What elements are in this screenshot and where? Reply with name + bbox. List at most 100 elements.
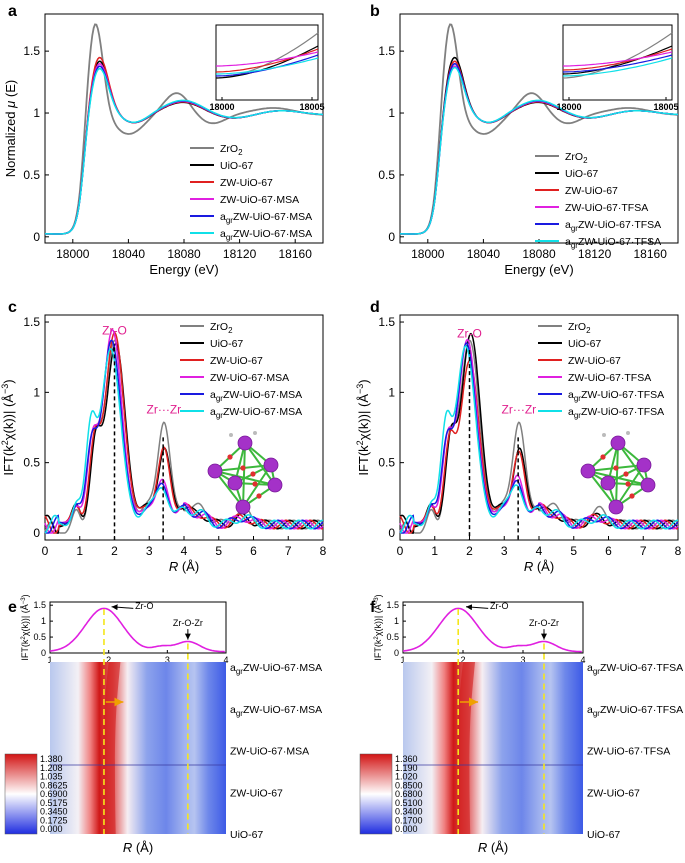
x-tick-label: 7: [640, 544, 647, 558]
y-axis-label: IFT(k2χ(k))| (Å−3): [373, 594, 383, 660]
y-tick-label: 1.5: [378, 315, 395, 329]
inset-series-line: [562, 45, 673, 75]
x-tick-label: 1: [431, 544, 438, 558]
annotation-arrow: [465, 604, 489, 611]
colorbar-label: 0.000: [395, 824, 418, 834]
legend-label: ZW-UiO-67: [230, 787, 283, 799]
colorbar-label: 0.1725: [40, 815, 68, 825]
series-line: [44, 348, 324, 534]
zr-atom: [608, 499, 624, 515]
panel-b: 18000 18040 18080 18120 18160 0 0.5 1 1.5 Energy …: [370, 3, 679, 277]
peak-annotation: Zr-O: [457, 327, 482, 341]
series-line: [399, 66, 679, 235]
oxygen-atom: [250, 471, 256, 477]
cluster-bond: [242, 464, 272, 508]
legend-label: agrZW-UiO-67·TFSA: [565, 219, 661, 233]
y-tick-label: 1: [33, 106, 40, 120]
peak-annotation: Zr-O: [102, 324, 127, 338]
legend-label: ZrO2: [568, 321, 591, 335]
colorbar-label: 0.3400: [395, 807, 423, 817]
panel-label: a: [8, 3, 17, 20]
hydrogen-atom: [626, 431, 630, 435]
legend-label: ZW-UiO-67: [210, 355, 263, 367]
zr-atom: [263, 457, 279, 473]
panel-a: 18000 18040 18080 18120 18160 0 0.5 1 1.5 Energy …: [3, 3, 325, 277]
oxygen-atom: [613, 465, 619, 471]
y-tick-label: 0: [394, 648, 399, 658]
legend-label: agrZW-UiO-67·TFSA: [565, 236, 661, 250]
cluster-bond: [214, 470, 244, 508]
x-tick-label: 18160: [279, 247, 313, 261]
x-axis-label: R (Å): [169, 559, 199, 574]
legend-label: agrZW-UiO-67·TFSA: [587, 704, 683, 718]
x-tick-label: 5: [570, 544, 577, 558]
legend-label: ZW-UiO-67·MSA: [230, 746, 309, 758]
x-tick-label: 3: [146, 544, 153, 558]
colorbar-label: 1.035: [40, 772, 63, 782]
legend-label: agrZW-UiO-67·MSA: [210, 406, 302, 420]
x-tick-label: 8: [320, 544, 327, 558]
legend-label: agrZW-UiO-67·MSA: [220, 211, 312, 225]
legend-label: ZW-UiO-67: [587, 787, 640, 799]
colorbar-label: 0.8625: [40, 780, 68, 790]
x-tick-label: 0: [42, 544, 49, 558]
series-line: [44, 23, 323, 235]
x-tick-label: 4: [223, 655, 228, 665]
colorbar-label: 1.360: [395, 754, 418, 764]
cluster-bond: [615, 442, 619, 508]
zr-atom: [600, 475, 616, 491]
y-tick-label: 1.5: [23, 315, 40, 329]
y-tick-label: 1.5: [378, 44, 395, 58]
y-tick-label: 0: [33, 526, 40, 540]
y-tick-label: 0: [33, 230, 40, 244]
x-tick-label: 7: [285, 544, 292, 558]
legend-label: agrZW-UiO-67·TFSA: [587, 662, 683, 676]
series-line: [44, 342, 324, 534]
inset-tick-label: 18000: [209, 102, 234, 112]
zr-atom: [237, 435, 253, 451]
y-axis-label: IFT(k2χ(k))| (Å−3): [20, 594, 30, 660]
colorbar-label: 1.020: [395, 772, 418, 782]
y-tick-label: 1: [388, 385, 395, 399]
colorbar-label: 0.6900: [40, 789, 68, 799]
colorbar: [4, 753, 38, 835]
peak-annotation: Zr···Zr: [147, 402, 182, 416]
y-tick-label: 0.5: [378, 456, 395, 470]
heatmap-body: [50, 662, 226, 834]
x-axis-label: R (Å): [524, 559, 554, 574]
x-tick-label: 6: [605, 544, 612, 558]
panel-label: e: [8, 599, 17, 616]
x-tick-label: 18080: [167, 247, 201, 261]
zr-atom: [636, 457, 652, 473]
colorbar-label: 0.8500: [395, 780, 423, 790]
inset-tick-label: 18005: [299, 102, 324, 112]
inset-series-line: [216, 57, 319, 75]
y-tick-label: 0: [388, 230, 395, 244]
legend-label: UiO-67: [565, 168, 598, 180]
zr-atom: [640, 477, 656, 493]
x-tick-label: 18000: [411, 247, 445, 261]
x-tick-label: 18120: [223, 247, 257, 261]
legend-label: UiO-67: [210, 338, 243, 350]
legend-label: agrZW-UiO-67·MSA: [230, 662, 322, 676]
cluster-bond: [244, 442, 276, 486]
hydrogen-atom: [253, 431, 257, 435]
y-tick-label: 0: [41, 648, 46, 658]
x-tick-label: 4: [580, 655, 585, 665]
x-axis-label: R (Å): [478, 840, 508, 855]
ft-frame: [402, 601, 584, 654]
oxygen-atom: [625, 481, 631, 487]
zr-atom: [227, 475, 243, 491]
series-line: [44, 67, 324, 235]
panel-label: b: [370, 3, 380, 20]
legend-label: ZW-UiO-67·TFSA: [568, 372, 651, 384]
x-tick-label: 18080: [522, 247, 556, 261]
zr6-cluster-illustration: [207, 431, 283, 515]
y-axis-label: IFT(k2χ(k))| (Å−3): [0, 379, 16, 475]
cluster-bond: [615, 464, 645, 508]
hydrogen-atom: [229, 433, 233, 437]
legend-label: ZW-UiO-67: [568, 355, 621, 367]
ft-frame: [49, 601, 227, 654]
oxygen-atom: [629, 493, 635, 499]
